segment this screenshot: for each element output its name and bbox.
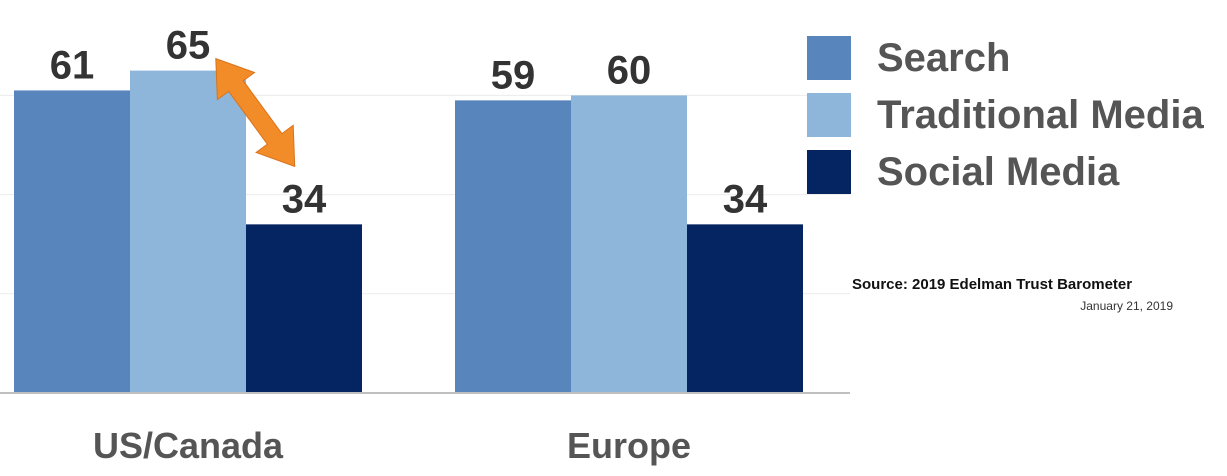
value-label: 34 [723,177,768,221]
source-text: Source: 2019 Edelman Trust Barometer [852,276,1133,293]
bar-chart: 61 65 34 59 60 34 US/Canada Europe [0,24,850,466]
bar-search-europe [455,100,571,394]
bar-traditional-media-us-canada [130,70,246,393]
x-axis-label: Europe [567,425,691,466]
legend-swatch-traditional-media [807,93,851,137]
value-label: 59 [491,53,536,97]
value-label: 34 [282,177,327,221]
bars [14,70,803,394]
bar-search-us-canada [14,90,130,393]
value-labels: 61 65 34 59 60 34 [50,24,768,222]
legend-label-traditional-media: Traditional Media [877,93,1204,137]
value-label: 61 [50,43,95,87]
double-arrow-icon [215,57,296,168]
x-axis-label: US/Canada [93,425,284,466]
legend-label-social-media: Social Media [877,150,1120,194]
annotation-arrow [215,57,296,168]
x-axis-labels: US/Canada Europe [93,425,691,466]
bar-traditional-media-europe [571,95,687,394]
value-label: 65 [166,24,211,68]
bar-social-media-us-canada [246,224,362,393]
legend-swatch-social-media [807,150,851,194]
legend-swatch-search [807,36,851,80]
source-date: January 21, 2019 [1080,299,1173,313]
bar-social-media-europe [687,224,803,393]
legend-label-search: Search [877,36,1011,80]
value-label: 60 [607,48,652,92]
